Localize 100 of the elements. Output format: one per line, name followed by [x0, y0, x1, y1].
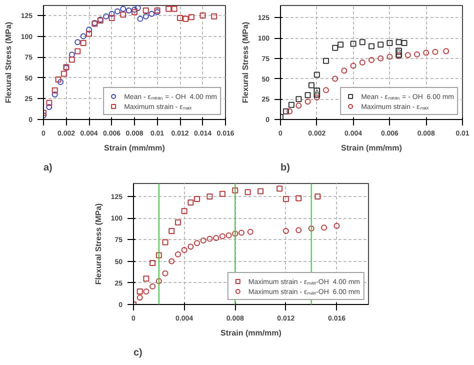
point	[314, 193, 321, 200]
point	[219, 190, 226, 197]
point	[194, 196, 200, 202]
point	[156, 252, 162, 258]
x-axis-title: Strain (mm/mm)	[220, 328, 282, 338]
point	[132, 9, 138, 16]
point	[80, 33, 86, 40]
point	[74, 48, 81, 54]
point	[282, 108, 289, 114]
x-axis-title: Strain (mm/mm)	[104, 144, 166, 152]
point	[206, 236, 213, 242]
point	[276, 186, 283, 192]
point	[126, 8, 132, 14]
point	[174, 251, 181, 258]
point	[46, 104, 52, 110]
point	[171, 6, 178, 12]
point	[232, 187, 238, 194]
point	[200, 12, 206, 18]
point	[219, 233, 226, 240]
point	[177, 14, 183, 21]
point	[332, 44, 338, 51]
point	[166, 6, 172, 12]
point	[232, 230, 238, 237]
text: b)	[280, 162, 290, 174]
point	[150, 260, 156, 266]
point	[304, 98, 311, 105]
point	[247, 228, 254, 235]
point	[213, 234, 220, 241]
point	[386, 40, 393, 46]
point	[414, 51, 420, 58]
point	[194, 240, 200, 246]
point	[86, 30, 92, 37]
point	[86, 26, 92, 33]
y-axis-title: Flexural Stress (MPa)	[94, 202, 103, 285]
point	[137, 16, 144, 22]
point	[282, 196, 289, 202]
point	[401, 40, 408, 46]
point	[334, 222, 340, 229]
point	[338, 42, 344, 48]
text: a)	[44, 162, 52, 174]
point	[296, 96, 302, 102]
point	[368, 57, 374, 64]
point	[386, 54, 393, 60]
point	[396, 39, 402, 46]
point	[150, 283, 156, 290]
point	[52, 92, 58, 98]
point	[114, 8, 120, 14]
point	[80, 40, 86, 46]
point	[181, 247, 188, 254]
point	[143, 288, 150, 295]
point	[308, 225, 314, 232]
point	[188, 200, 194, 206]
point	[323, 87, 329, 94]
point	[68, 56, 75, 63]
point	[188, 244, 194, 250]
point	[108, 10, 115, 17]
point	[211, 13, 218, 20]
point	[378, 42, 384, 48]
point	[206, 193, 213, 200]
point	[103, 13, 110, 20]
point	[174, 219, 181, 226]
y-axis-title: Flexural Stress (MPa)	[4, 21, 13, 104]
point	[108, 14, 115, 21]
point	[332, 76, 338, 82]
point	[378, 55, 384, 62]
point	[162, 239, 168, 246]
point	[323, 58, 329, 64]
text: c)	[134, 348, 142, 358]
y-axis-title: Flexural Stress (MPa)	[240, 21, 250, 104]
point	[188, 14, 194, 20]
point	[314, 72, 320, 78]
point	[350, 62, 356, 69]
point	[308, 82, 314, 88]
point	[143, 276, 150, 282]
point	[304, 92, 311, 98]
point	[321, 224, 328, 231]
point	[148, 10, 155, 17]
point	[368, 43, 374, 50]
point	[282, 228, 289, 234]
point	[244, 189, 251, 196]
point	[423, 50, 430, 56]
point	[258, 188, 264, 194]
point	[142, 13, 149, 20]
point	[162, 270, 168, 276]
point	[404, 52, 411, 58]
point	[136, 288, 143, 295]
point	[286, 108, 293, 114]
point	[288, 102, 294, 108]
point	[296, 227, 302, 234]
point	[443, 48, 450, 54]
point	[55, 76, 62, 83]
point	[134, 6, 141, 11]
point	[296, 195, 302, 202]
point	[120, 12, 126, 18]
point	[60, 70, 67, 77]
point	[142, 7, 149, 14]
point	[181, 208, 188, 214]
point	[200, 238, 206, 244]
point	[226, 232, 232, 238]
point	[168, 228, 175, 234]
